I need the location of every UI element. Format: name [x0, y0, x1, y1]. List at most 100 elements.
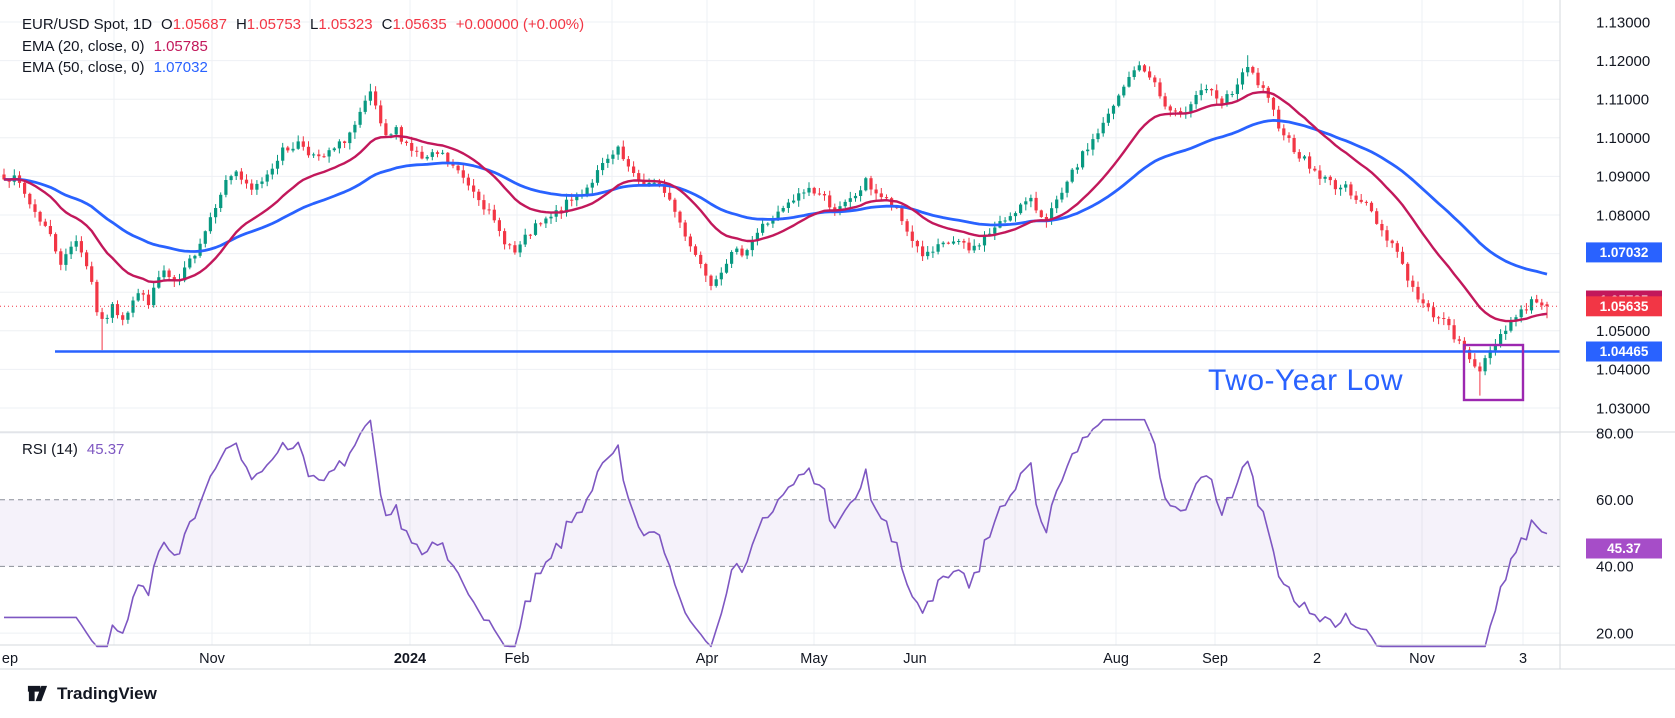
candle-body	[234, 171, 238, 177]
svg-text:1.05635: 1.05635	[1600, 299, 1649, 314]
candle-body	[647, 182, 651, 185]
ema50-value: 1.07032	[153, 59, 208, 76]
candle-body	[167, 270, 171, 277]
candle-body	[1271, 97, 1276, 110]
tradingview-brand-text: TradingView	[57, 683, 157, 703]
candle-body	[136, 293, 140, 301]
ema20-value: 1.05785	[153, 37, 208, 55]
candle-body	[1194, 95, 1198, 105]
rsi-axis-label: 80.00	[1596, 425, 1634, 442]
ema20-label[interactable]: EMA (20, close, 0)	[22, 37, 145, 55]
time-axis[interactable]: ep Nov 2024 Feb Apr May Jun Aug Sep 2 Nov 3	[2, 651, 1527, 667]
candle-body	[982, 234, 987, 246]
candle-body	[105, 317, 109, 319]
candle-body	[286, 147, 290, 151]
time-axis-label: Nov	[1409, 651, 1436, 667]
rsi-line	[4, 418, 1548, 648]
candle-body	[657, 182, 661, 185]
candle-body	[740, 248, 744, 256]
candle-body	[497, 220, 501, 231]
candle-body	[626, 159, 630, 167]
time-axis-label: Nov	[199, 651, 226, 667]
chart-canvas[interactable]: 1.13000 1.12000 1.11000 1.10000 1.09000 1.080…	[0, 0, 1675, 672]
candle-body	[1246, 67, 1250, 73]
candle-body	[1081, 151, 1085, 168]
candle-body	[761, 223, 765, 233]
candle-body	[503, 231, 507, 245]
candle-body	[1318, 170, 1322, 179]
candle-body	[466, 177, 470, 186]
rsi-label[interactable]: RSI (14)	[22, 441, 78, 458]
candle-body	[1142, 65, 1147, 72]
candle-body	[1457, 339, 1461, 341]
candle-body	[1369, 202, 1374, 212]
candle-body	[843, 201, 847, 207]
price-axis[interactable]: 1.13000 1.12000 1.11000 1.10000 1.09000 1.080…	[1596, 14, 1650, 642]
time-axis-label: ep	[2, 651, 18, 667]
time-axis-label: May	[800, 651, 828, 667]
candle-body	[601, 163, 605, 171]
candle-body	[265, 174, 269, 182]
candle-body	[1344, 184, 1348, 188]
candle-body	[518, 244, 522, 253]
candle-body	[575, 195, 579, 201]
candle-body	[379, 105, 383, 124]
candle-body	[678, 211, 682, 223]
candle-body	[1416, 286, 1420, 300]
candle-body	[859, 190, 863, 196]
candle-body	[771, 219, 775, 224]
price-badge-1.04465: 1.04465	[1586, 341, 1662, 362]
candle-body	[1163, 96, 1167, 107]
candle-body	[962, 241, 966, 243]
price-badge-1.05635: 1.05635	[1586, 296, 1662, 317]
candle-body	[869, 178, 873, 190]
svg-text:1.07032: 1.07032	[1600, 245, 1649, 260]
candle-body	[1070, 169, 1074, 182]
candle-body	[394, 127, 398, 135]
candle-body	[1003, 220, 1007, 222]
ema50-line	[3, 119, 1548, 276]
candle-body	[957, 241, 961, 242]
candle-body	[1395, 243, 1399, 252]
candle-body	[1540, 302, 1544, 306]
candle-body	[822, 194, 827, 196]
two-year-low-annotation: Two-Year Low	[1208, 364, 1403, 397]
candle-body	[766, 223, 770, 225]
candle-body	[688, 236, 692, 247]
ohlc-values: O1.05687 H1.05753 L1.05323 C1.05635	[161, 14, 447, 36]
candle-body	[812, 187, 816, 194]
candle-body	[662, 184, 667, 193]
candle-body	[1235, 84, 1239, 94]
time-axis-label: 2024	[394, 651, 426, 667]
candle-body	[224, 180, 228, 195]
candle-body	[281, 147, 285, 161]
candle-body	[828, 195, 832, 208]
candle-body	[1220, 98, 1224, 105]
candle-body	[404, 141, 409, 143]
candle-body	[848, 198, 852, 202]
candle-body	[1529, 299, 1534, 311]
candle-body	[544, 218, 548, 224]
candle-body	[415, 150, 419, 152]
candle-body	[595, 170, 600, 183]
time-axis-label: 2	[1313, 651, 1321, 667]
tradingview-logo[interactable]: TradingView	[26, 682, 157, 705]
candle-body	[1437, 317, 1441, 319]
candle-body	[343, 141, 347, 143]
candle-body	[219, 194, 223, 208]
symbol-legend-row: EUR/USD Spot, 1D O1.05687 H1.05753 L1.0532…	[22, 14, 584, 36]
candle-body	[1029, 197, 1033, 202]
candle-body	[1411, 280, 1415, 287]
candle-body	[95, 281, 99, 313]
ema50-label[interactable]: EMA (50, close, 0)	[22, 59, 145, 76]
time-axis-label: Jun	[903, 651, 926, 667]
symbol-title[interactable]: EUR/USD Spot, 1D	[22, 16, 153, 33]
candle-body	[1545, 304, 1549, 307]
candle-body	[513, 245, 517, 253]
candle-body	[1256, 72, 1260, 86]
candle-body	[776, 211, 780, 220]
candle-body	[1251, 67, 1255, 73]
two-year-low-box[interactable]	[1462, 343, 1525, 402]
candle-body	[853, 195, 858, 199]
candle-body	[683, 222, 687, 237]
